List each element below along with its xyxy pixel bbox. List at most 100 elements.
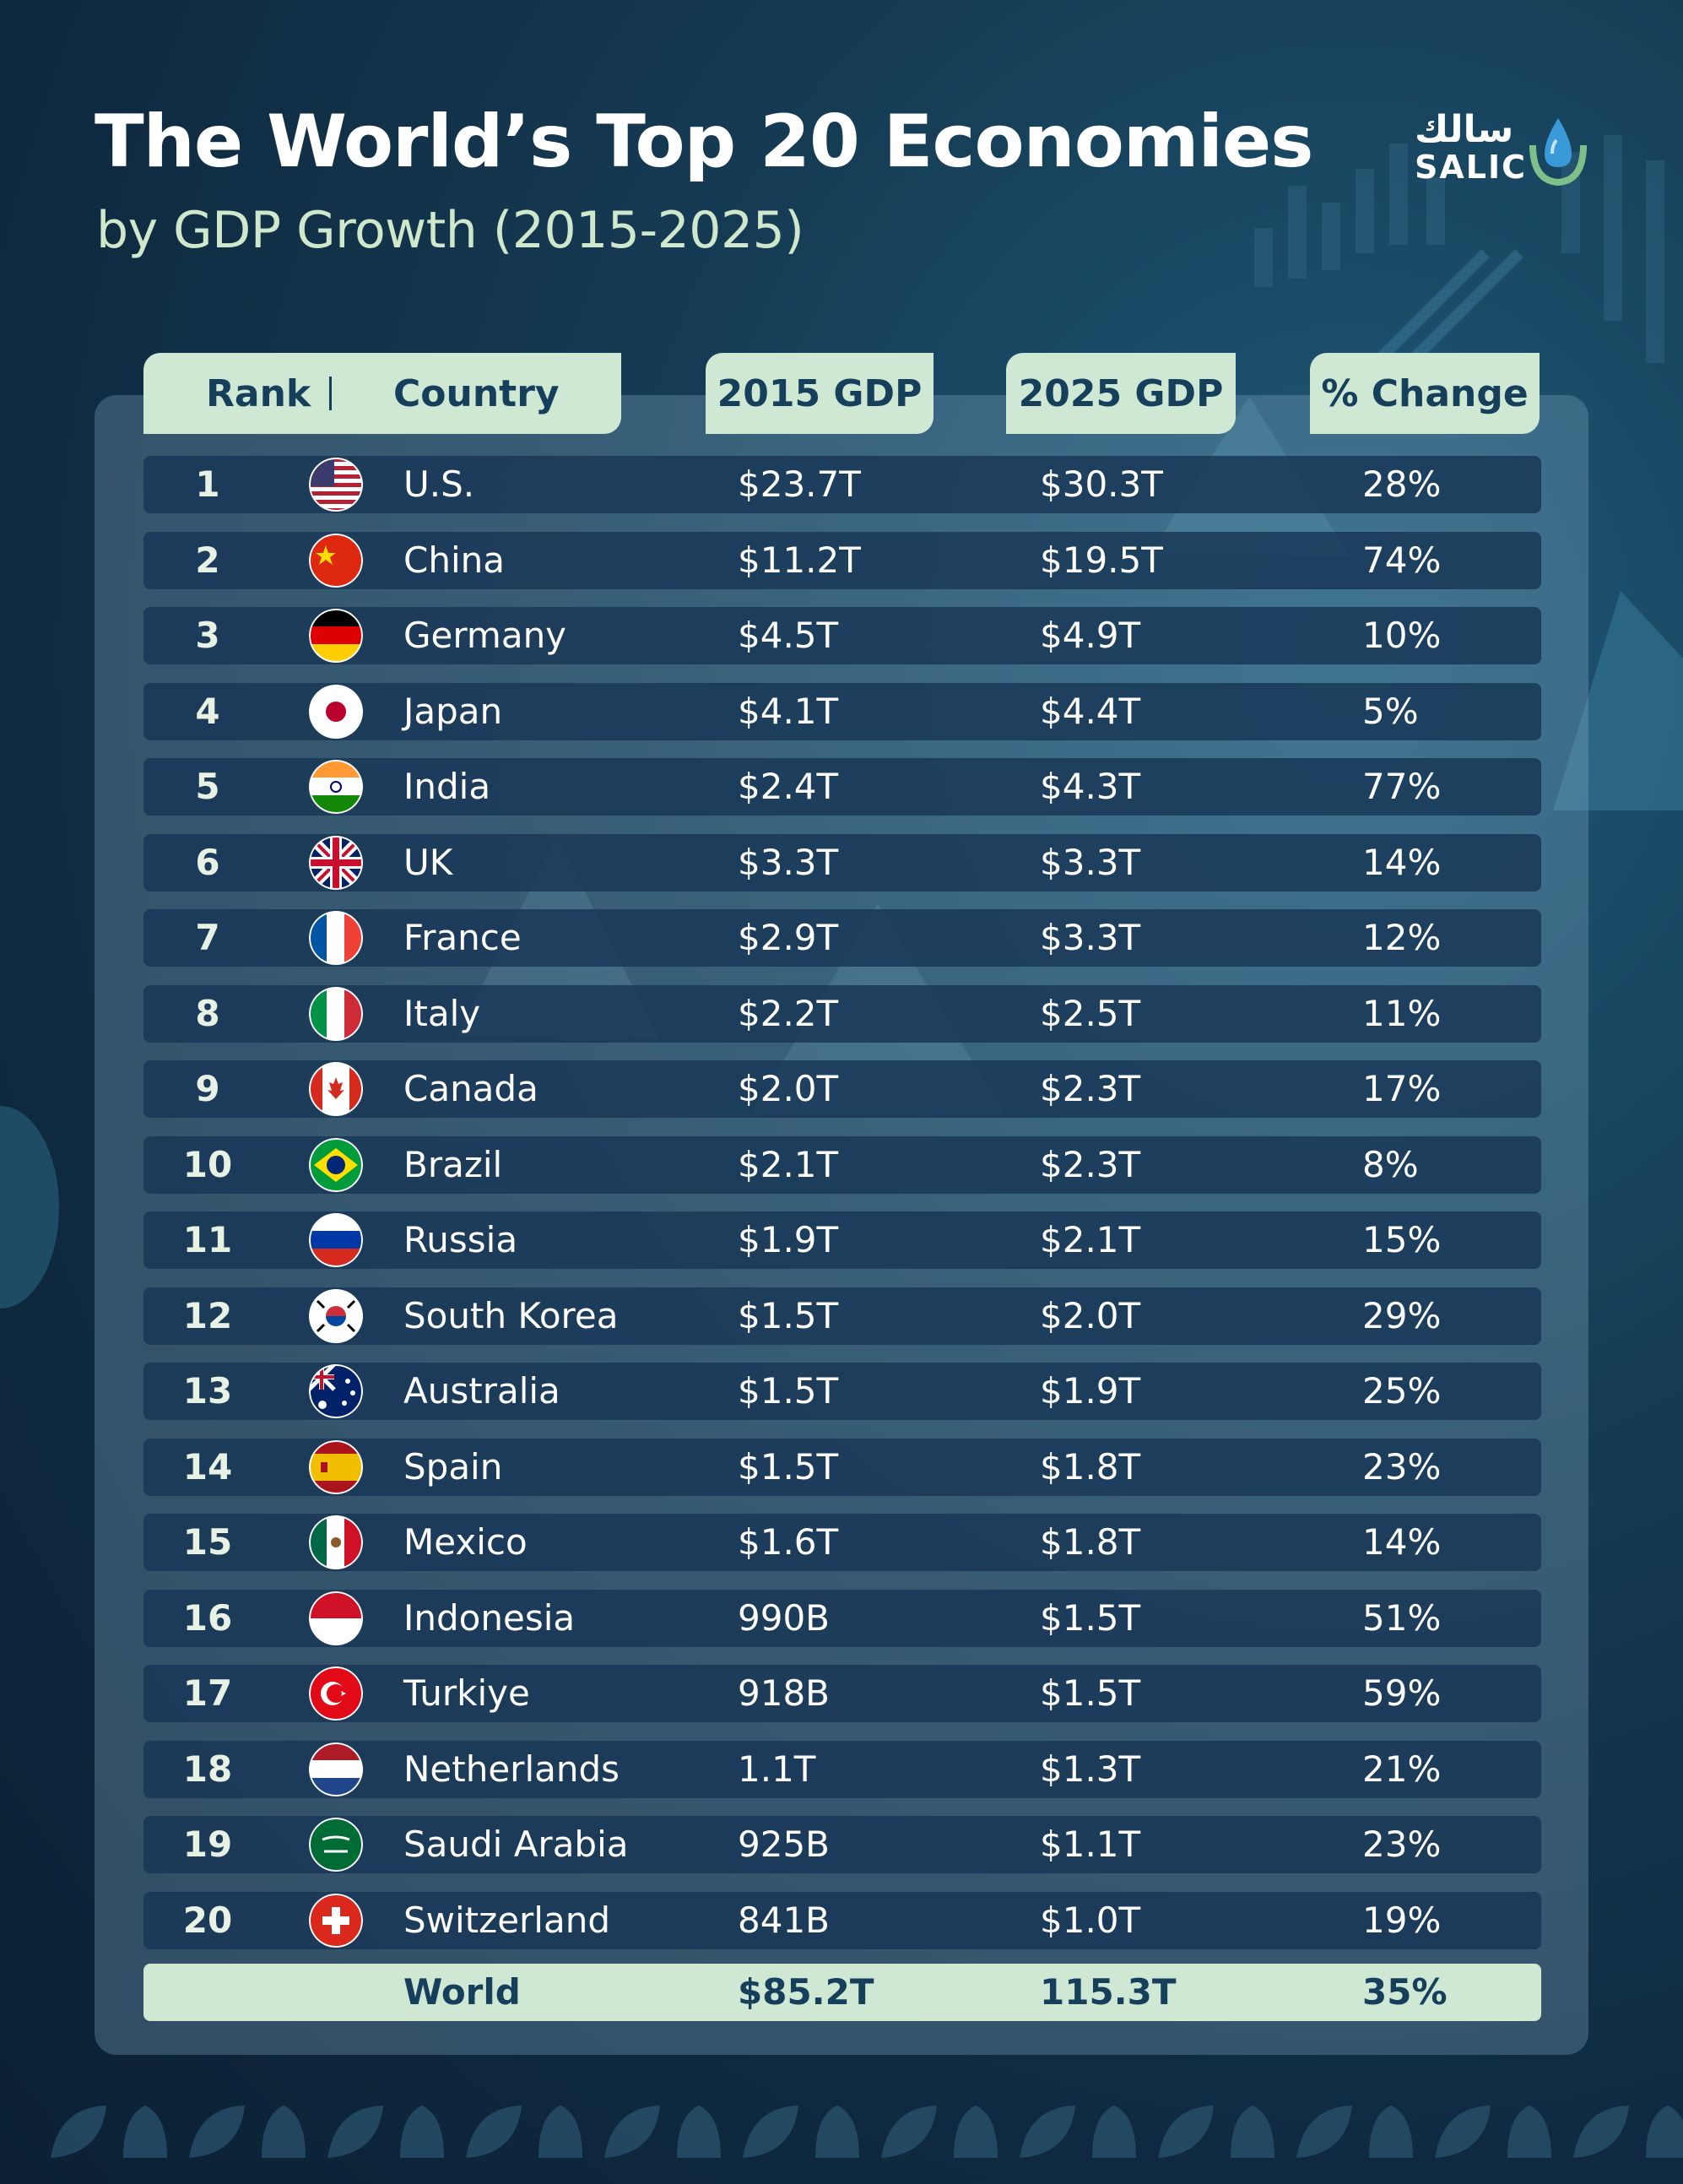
gdp-2015-cell: $11.2T xyxy=(738,539,861,581)
country-cell: Australia xyxy=(403,1370,560,1412)
gdp-2015-cell: 990B xyxy=(738,1597,830,1639)
gdp-2025-cell: $4.3T xyxy=(1040,766,1141,807)
gdp-2015-cell: $2.4T xyxy=(738,766,839,807)
table-row: 17 Turkiye 918B $1.5T 59% xyxy=(143,1665,1541,1722)
header-divider xyxy=(329,377,332,410)
country-cell: Indonesia xyxy=(403,1597,576,1639)
table-row: 11 Russia $1.9T $2.1T 15% xyxy=(143,1211,1541,1269)
percent-change-cell: 14% xyxy=(1362,842,1442,883)
rank-cell: 18 xyxy=(182,1748,233,1790)
table-row: 16 Indonesia 990B $1.5T 51% xyxy=(143,1590,1541,1647)
header-2015-gdp: 2015 GDP xyxy=(706,353,933,434)
india-flag-icon xyxy=(309,760,363,814)
table-row: 19 Saudi Arabia 925B $1.1T 23% xyxy=(143,1816,1541,1873)
gdp-2015-cell: 841B xyxy=(738,1899,830,1941)
rank-cell: 14 xyxy=(182,1446,233,1488)
country-cell: Brazil xyxy=(403,1144,503,1185)
gdp-2015-cell: $1.5T xyxy=(738,1370,839,1412)
world-percent-change: 35% xyxy=(1362,1971,1448,2013)
rank-cell: 11 xyxy=(182,1219,233,1260)
header-2025-gdp: 2025 GDP xyxy=(1006,353,1236,434)
us-flag-icon xyxy=(309,458,363,512)
percent-change-cell: 17% xyxy=(1362,1068,1442,1109)
percent-change-cell: 59% xyxy=(1362,1672,1442,1714)
table-row: 1 U.S. $23.7T $30.3T 28% xyxy=(143,456,1541,513)
gdp-2015-cell: $3.3T xyxy=(738,842,839,883)
gdp-2015-cell: 918B xyxy=(738,1672,830,1714)
table-row: 10 Brazil $2.1T $2.3T 8% xyxy=(143,1136,1541,1194)
country-cell: France xyxy=(403,917,522,958)
gdp-2015-cell: $1.5T xyxy=(738,1446,839,1488)
country-cell: South Korea xyxy=(403,1295,619,1336)
rank-cell: 16 xyxy=(182,1597,233,1639)
netherlands-flag-icon xyxy=(309,1742,363,1797)
country-cell: Mexico xyxy=(403,1521,528,1563)
table-row: 8 Italy $2.2T $2.5T 11% xyxy=(143,985,1541,1043)
gdp-2015-cell: $2.9T xyxy=(738,917,839,958)
country-cell: Netherlands xyxy=(403,1748,620,1790)
switzerland-flag-icon xyxy=(309,1894,363,1948)
gdp-2015-cell: $4.5T xyxy=(738,615,839,656)
country-cell: China xyxy=(403,539,505,581)
gdp-2025-cell: $1.8T xyxy=(1040,1446,1141,1488)
mexico-flag-icon xyxy=(309,1515,363,1569)
country-cell: Spain xyxy=(403,1446,503,1488)
logo-text: SALIC xyxy=(1415,149,1528,186)
header-country: Country xyxy=(393,371,560,415)
gdp-2025-cell: $3.3T xyxy=(1040,842,1141,883)
country-cell: Switzerland xyxy=(403,1899,610,1941)
country-cell: U.S. xyxy=(403,463,475,505)
country-cell: Canada xyxy=(403,1068,538,1109)
gdp-2025-cell: $1.3T xyxy=(1040,1748,1141,1790)
saudi-arabia-flag-icon xyxy=(309,1818,363,1872)
canada-flag-icon xyxy=(309,1062,363,1116)
turkiye-flag-icon xyxy=(309,1666,363,1721)
rank-cell: 13 xyxy=(182,1370,233,1412)
table-row: 9 Canada $2.0T $2.3T 17% xyxy=(143,1060,1541,1118)
page-subtitle: by GDP Growth (2015-2025) xyxy=(96,201,804,260)
world-gdp-2025: 115.3T xyxy=(1040,1971,1177,2013)
percent-change-cell: 19% xyxy=(1362,1899,1442,1941)
gdp-2015-cell: 925B xyxy=(738,1824,830,1865)
gdp-2025-cell: $1.9T xyxy=(1040,1370,1141,1412)
italy-flag-icon xyxy=(309,987,363,1041)
gdp-2015-cell: $2.1T xyxy=(738,1144,839,1185)
table-row: 14 Spain $1.5T $1.8T 23% xyxy=(143,1439,1541,1496)
country-cell: Russia xyxy=(403,1219,518,1260)
germany-flag-icon xyxy=(309,609,363,663)
page-title: The World’s Top 20 Economies xyxy=(95,100,1313,184)
gdp-2015-cell: $2.0T xyxy=(738,1068,839,1109)
percent-change-cell: 29% xyxy=(1362,1295,1442,1336)
gdp-2025-cell: $2.1T xyxy=(1040,1219,1141,1260)
percent-change-cell: 51% xyxy=(1362,1597,1442,1639)
table-row: 3 Germany $4.5T $4.9T 10% xyxy=(143,607,1541,664)
header-rank-country: Rank Country xyxy=(143,353,621,434)
gdp-2015-cell: $2.2T xyxy=(738,993,839,1034)
rank-cell: 19 xyxy=(182,1824,233,1865)
brazil-flag-icon xyxy=(309,1138,363,1192)
gdp-2025-cell: $1.8T xyxy=(1040,1521,1141,1563)
rank-cell: 6 xyxy=(195,842,220,883)
table-row: 5 India $2.4T $4.3T 77% xyxy=(143,758,1541,816)
rank-cell: 5 xyxy=(195,766,220,807)
rank-cell: 4 xyxy=(195,691,220,732)
uk-flag-icon xyxy=(309,836,363,890)
country-cell: Turkiye xyxy=(403,1672,530,1714)
russia-flag-icon xyxy=(309,1213,363,1267)
table-row: 2 China $11.2T $19.5T 74% xyxy=(143,532,1541,589)
gdp-2025-cell: $1.5T xyxy=(1040,1597,1141,1639)
world-total-row: World $85.2T 115.3T 35% xyxy=(143,1964,1541,2021)
water-drop-icon xyxy=(1529,118,1587,187)
australia-flag-icon xyxy=(309,1364,363,1418)
rank-cell: 17 xyxy=(182,1672,233,1714)
percent-change-cell: 10% xyxy=(1362,615,1442,656)
percent-change-cell: 5% xyxy=(1362,691,1419,732)
table-row: 15 Mexico $1.6T $1.8T 14% xyxy=(143,1514,1541,1571)
rank-cell: 12 xyxy=(182,1295,233,1336)
percent-change-cell: 74% xyxy=(1362,539,1442,581)
percent-change-cell: 23% xyxy=(1362,1446,1442,1488)
rank-cell: 8 xyxy=(195,993,220,1034)
gdp-2025-cell: $1.5T xyxy=(1040,1672,1141,1714)
gdp-2015-cell: $1.6T xyxy=(738,1521,839,1563)
gdp-2025-cell: $4.9T xyxy=(1040,615,1141,656)
